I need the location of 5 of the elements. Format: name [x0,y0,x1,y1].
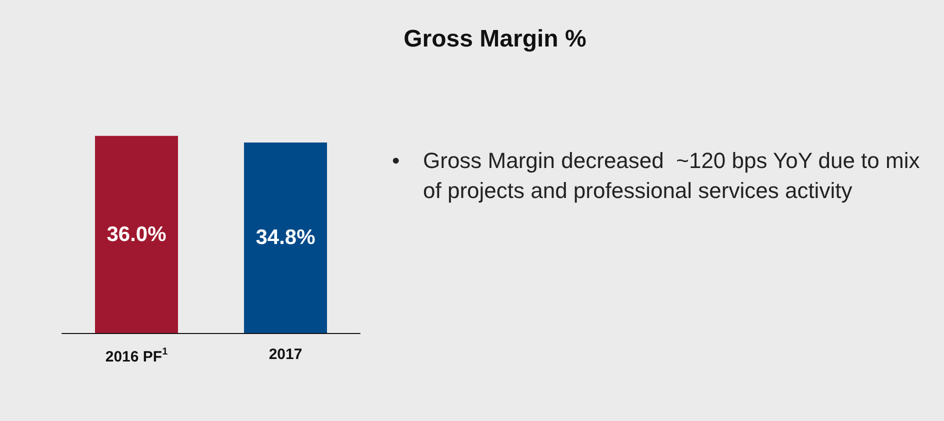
x-tick-label: 2017 [268,346,302,363]
text: • Gross Margin decreased ~120 bps YoY due to mix of projects and professional services activity [392,147,921,205]
text: Gross Margin % [404,26,586,52]
data-label: 36.0% [106,222,167,246]
data-label: 34.8% [256,226,316,250]
